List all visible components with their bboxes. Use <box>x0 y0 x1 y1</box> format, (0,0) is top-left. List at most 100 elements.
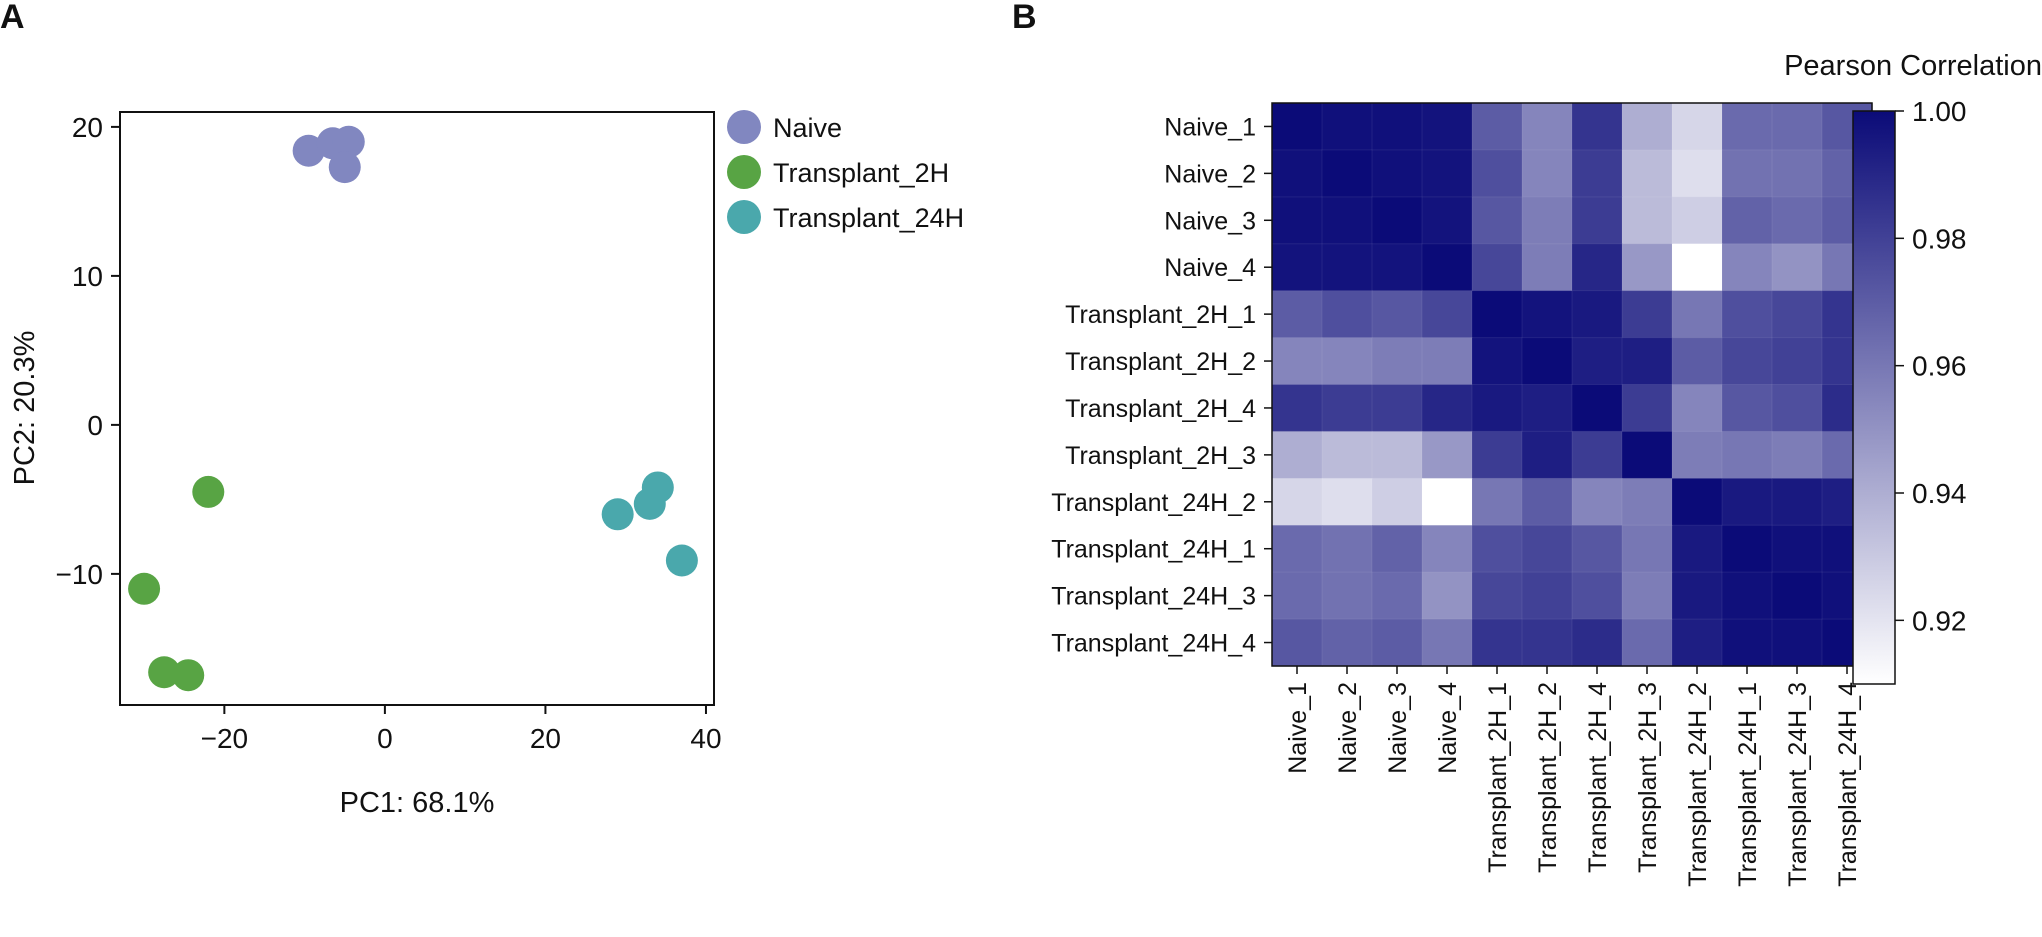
pca-points <box>128 125 698 692</box>
heatmap-cell <box>1472 149 1523 198</box>
heatmap-cell <box>1372 103 1423 151</box>
heatmap-row-label: Naive_2 <box>1164 160 1256 188</box>
heatmap-cell <box>1772 525 1823 573</box>
point-transplant-2h <box>148 656 181 689</box>
point-transplant-24h <box>665 544 698 577</box>
pca-x-ticks: −20 0 20 40 <box>201 705 722 754</box>
heatmap-cell <box>1522 103 1573 151</box>
heatmap-cell <box>1322 525 1373 573</box>
colorbar-tick-label: 0.98 <box>1912 223 1967 254</box>
point-naive <box>292 134 325 167</box>
colorbar-tick-label: 0.92 <box>1912 605 1967 636</box>
heatmap-cell <box>1772 196 1823 245</box>
heatmap-col-label: Transplant_2H_3 <box>1634 682 1662 873</box>
heatmap-cell <box>1272 243 1323 292</box>
heatmap-cell <box>1672 243 1723 292</box>
heatmap-cell <box>1622 619 1673 667</box>
colorbar-tick-label: 0.96 <box>1912 351 1967 382</box>
heatmap-cell <box>1722 619 1773 667</box>
heatmap-cell <box>1472 525 1523 573</box>
heatmap-cell <box>1422 337 1473 386</box>
heatmap-cell <box>1372 525 1423 573</box>
pca-y-ticks: −10 0 10 20 <box>56 112 120 590</box>
heatmap-cell <box>1422 243 1473 292</box>
heatmap-cell <box>1422 525 1473 573</box>
heatmap-cell <box>1572 525 1623 573</box>
heatmap-cell <box>1522 572 1573 620</box>
heatmap-cell <box>1322 572 1373 620</box>
heatmap-cell <box>1322 431 1373 479</box>
heatmap-cell <box>1272 619 1323 667</box>
heatmap-cell <box>1672 290 1723 339</box>
pca-plot-frame <box>119 111 715 706</box>
heatmap-row-label: Transplant_24H_2 <box>1051 489 1256 517</box>
heatmap-cell <box>1372 243 1423 292</box>
heatmap-cell <box>1522 431 1573 479</box>
heatmap-cell <box>1472 384 1523 433</box>
pca-x-tick-label: 0 <box>377 723 393 754</box>
heatmap-cell <box>1522 243 1573 292</box>
heatmap-cell <box>1522 384 1573 433</box>
heatmap-cell <box>1272 431 1323 479</box>
heatmap-col-label: Transplant_24H_4 <box>1834 682 1862 887</box>
heatmap-cell <box>1522 290 1573 339</box>
heatmap-cell <box>1472 196 1523 245</box>
colorbar <box>1852 110 1896 685</box>
heatmap-cell <box>1722 478 1773 526</box>
pca-y-tick-label: −10 <box>56 559 104 590</box>
heatmap-row-label: Transplant_2H_1 <box>1065 301 1256 329</box>
heatmap-cell <box>1722 572 1773 620</box>
heatmap-cell <box>1722 103 1773 151</box>
heatmap-cell <box>1322 478 1373 526</box>
heatmap-cell <box>1472 572 1523 620</box>
pca-y-tick-label: 10 <box>72 261 103 292</box>
heatmap-row-labels: Naive_1 Naive_2 Naive_3 Naive_4 Transplant_2… <box>1051 113 1272 658</box>
heatmap-cell <box>1272 478 1323 526</box>
heatmap-cell <box>1672 431 1723 479</box>
heatmap-cell <box>1472 290 1523 339</box>
legend-label-naive: Naive <box>773 113 842 143</box>
heatmap-cell <box>1422 619 1473 667</box>
heatmap-cell <box>1322 619 1373 667</box>
heatmap-cell <box>1572 431 1623 479</box>
point-transplant-24h <box>601 498 634 531</box>
heatmap-row-label: Transplant_24H_4 <box>1051 630 1256 658</box>
colorbar-tick-label: 1.00 <box>1912 96 1967 127</box>
heatmap-cell <box>1772 149 1823 198</box>
heatmap-col-label: Transplant_2H_4 <box>1584 682 1612 873</box>
heatmap-cell <box>1572 384 1623 433</box>
heatmap-cell <box>1622 103 1673 151</box>
heatmap-cell <box>1572 103 1623 151</box>
colorbar-title: Pearson Correlation <box>1784 50 2042 82</box>
heatmap-cell <box>1272 525 1323 573</box>
heatmap-col-label: Transplant_2H_2 <box>1534 682 1562 873</box>
heatmap-cell <box>1572 337 1623 386</box>
heatmap-cell <box>1622 572 1673 620</box>
heatmap-cell <box>1622 290 1673 339</box>
pca-x-axis-label: PC1: 68.1% <box>340 787 495 819</box>
pca-legend: Naive Transplant_2H Transplant_24H <box>727 110 964 234</box>
heatmap-cell <box>1622 525 1673 573</box>
heatmap-cell <box>1722 337 1773 386</box>
heatmap-cell <box>1522 337 1573 386</box>
heatmap-row-label: Transplant_24H_1 <box>1051 536 1256 564</box>
heatmap-cell <box>1372 478 1423 526</box>
pca-x-tick-label: 20 <box>530 723 561 754</box>
heatmap-cell <box>1572 478 1623 526</box>
heatmap-cell <box>1772 431 1823 479</box>
heatmap-cell <box>1272 196 1323 245</box>
pca-x-tick-label: 40 <box>690 723 721 754</box>
heatmap-cell <box>1372 196 1423 245</box>
pca-x-tick-label: −20 <box>201 723 249 754</box>
heatmap-cell <box>1322 196 1373 245</box>
point-naive <box>332 125 365 158</box>
heatmap-cell <box>1622 337 1673 386</box>
heatmap-row-label: Transplant_24H_3 <box>1051 583 1256 611</box>
heatmap-cell <box>1772 243 1823 292</box>
heatmap-cell <box>1672 337 1723 386</box>
heatmap-cell <box>1772 478 1823 526</box>
heatmap-cell <box>1622 196 1673 245</box>
point-naive <box>328 151 361 184</box>
heatmap-cell <box>1322 103 1373 151</box>
